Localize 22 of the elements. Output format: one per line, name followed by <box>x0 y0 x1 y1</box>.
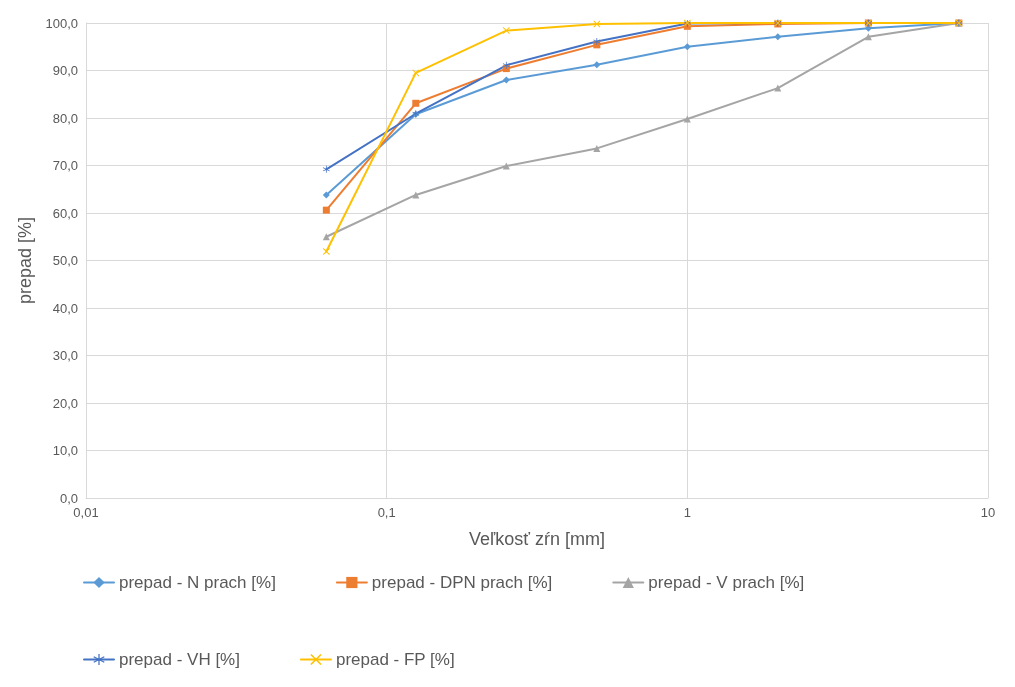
y-tick-label: 50,0 <box>52 253 78 268</box>
y-tick-label: 30,0 <box>52 348 78 363</box>
y-tick-label: 40,0 <box>52 300 78 316</box>
y-tick-label: 20,0 <box>52 395 78 411</box>
x-tick-label: 0,1 <box>377 505 396 520</box>
x-axis-title: Veľkosť zŕn [mm] <box>468 529 606 549</box>
y-tick-label: 0,0 <box>59 490 78 506</box>
y-tick-label: 10,0 <box>52 443 78 458</box>
legend-label: prepad - DPN prach [%] <box>371 573 553 592</box>
y-tick-label: 60,0 <box>52 205 78 221</box>
y-tick-label: 80,0 <box>52 110 78 126</box>
y-tick-label: 90,0 <box>52 63 78 78</box>
legend-label: prepad - FP [%] <box>335 650 455 669</box>
x-tick-label: 10 <box>980 505 996 520</box>
legend-label: prepad - VH [%] <box>119 650 240 669</box>
y-tick-label: 70,0 <box>52 158 78 173</box>
x-tick-label: 0,01 <box>73 505 99 520</box>
legend-label: prepad - V prach [%] <box>648 573 805 592</box>
x-tick-label: 1 <box>683 505 691 520</box>
legend-label: prepad - N prach [%] <box>119 573 276 592</box>
y-tick-label: 100,0 <box>45 15 78 31</box>
y-axis-title: prepad [%] <box>15 216 35 305</box>
